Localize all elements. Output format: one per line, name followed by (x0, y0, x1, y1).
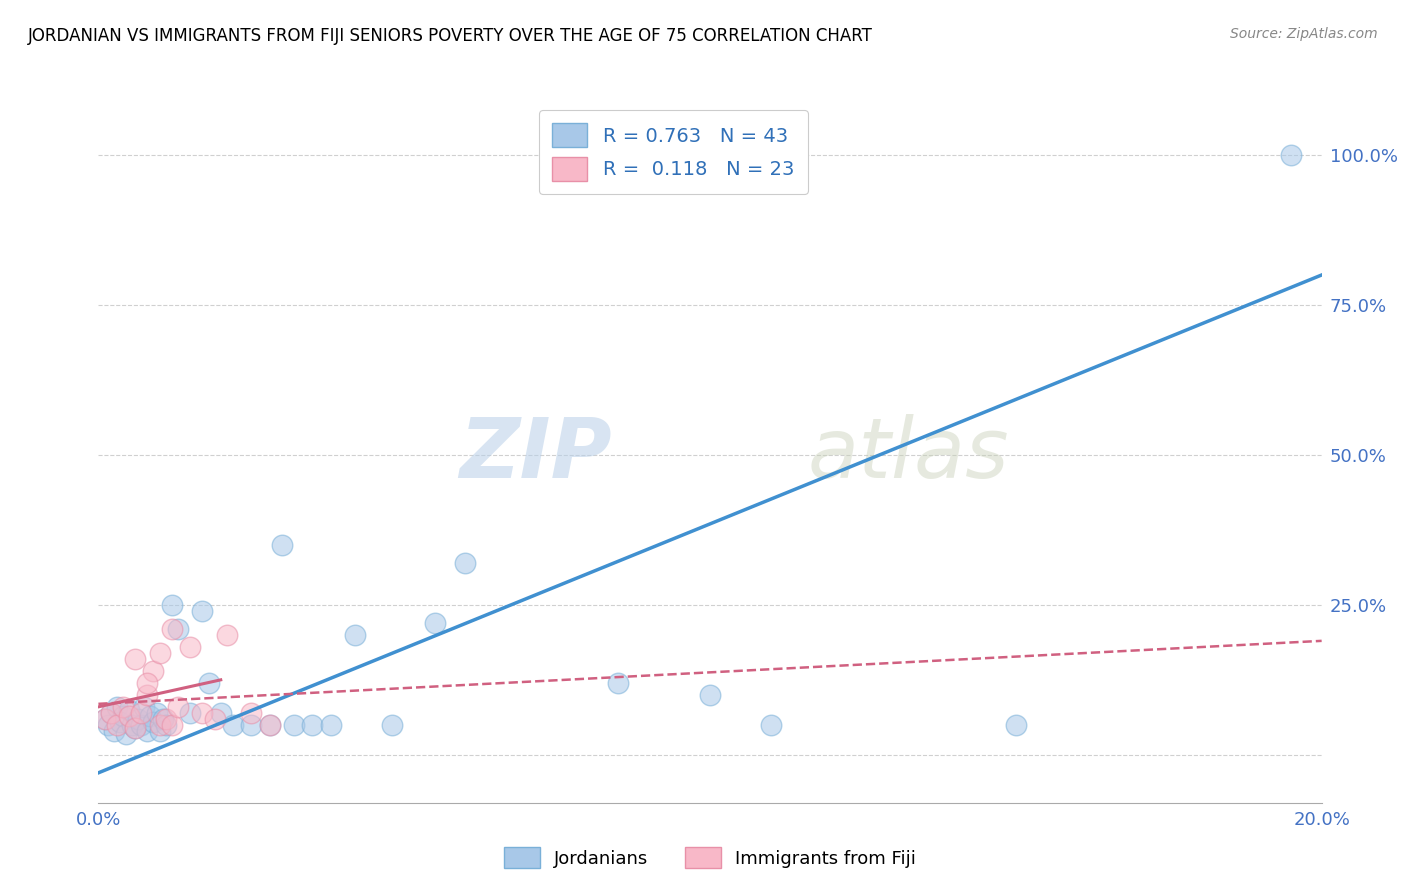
Point (191, 706, 214, 720)
Point (134, 699, 156, 714)
Point (100, 706, 122, 720)
Point (127, 712, 149, 726)
Point (149, 723, 172, 738)
Point (124, 721, 146, 735)
Point (160, 622, 183, 636)
Point (124, 652, 146, 666)
Point (1279, 148, 1302, 162)
Point (111, 699, 134, 714)
Point (111, 708, 134, 723)
Point (209, 706, 232, 720)
Point (124, 721, 146, 735)
Point (100, 706, 122, 720)
Point (454, 556, 477, 570)
Point (155, 712, 177, 726)
Point (270, 538, 294, 552)
Point (259, 718, 281, 732)
Point (1004, 718, 1026, 732)
Point (155, 718, 177, 732)
Point (145, 706, 167, 720)
Point (139, 708, 162, 723)
Text: ZIP: ZIP (460, 415, 612, 495)
Point (160, 718, 183, 732)
Point (699, 688, 721, 702)
Point (149, 718, 172, 732)
Point (129, 706, 152, 720)
Point (142, 664, 165, 678)
Point (136, 688, 159, 702)
Point (136, 723, 159, 738)
Point (93, 712, 115, 726)
Point (160, 598, 183, 612)
Point (121, 718, 143, 732)
Point (319, 718, 342, 732)
Point (105, 718, 128, 732)
Point (149, 646, 172, 660)
Text: Source: ZipAtlas.com: Source: ZipAtlas.com (1230, 27, 1378, 41)
Text: atlas: atlas (808, 415, 1010, 495)
Point (97, 718, 120, 732)
Point (344, 628, 367, 642)
Point (152, 712, 174, 726)
Point (167, 699, 190, 714)
Point (215, 628, 238, 642)
Point (105, 699, 128, 714)
Point (197, 676, 219, 690)
Point (240, 706, 263, 720)
Point (301, 718, 323, 732)
Point (167, 622, 190, 636)
Point (179, 640, 201, 654)
Point (240, 718, 263, 732)
Point (179, 706, 201, 720)
Point (129, 718, 152, 732)
Legend: Jordanians, Immigrants from Fiji: Jordanians, Immigrants from Fiji (495, 838, 925, 877)
Point (204, 712, 226, 726)
Point (136, 676, 159, 690)
Point (142, 714, 165, 729)
Point (761, 718, 783, 732)
Point (259, 718, 281, 732)
Point (103, 723, 125, 738)
Point (108, 714, 131, 729)
Point (607, 676, 630, 690)
Point (118, 708, 141, 723)
Point (283, 718, 305, 732)
Point (222, 718, 245, 732)
Point (191, 604, 214, 618)
Point (118, 703, 141, 717)
Point (115, 727, 138, 741)
Point (93, 712, 115, 726)
Point (423, 615, 446, 630)
Text: JORDANIAN VS IMMIGRANTS FROM FIJI SENIORS POVERTY OVER THE AGE OF 75 CORRELATION: JORDANIAN VS IMMIGRANTS FROM FIJI SENIOR… (28, 27, 873, 45)
Point (381, 718, 404, 732)
